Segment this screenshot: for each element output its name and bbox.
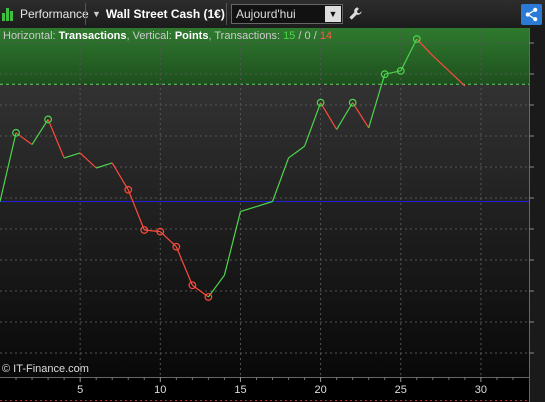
- wins-count: 15: [283, 30, 296, 42]
- gain-segment: [256, 200, 273, 208]
- loss-segment: [175, 246, 193, 286]
- toolbar: Performance ▼ Wall Street Cash (1€) Aujo…: [0, 0, 545, 29]
- period-dropdown[interactable]: Aujourd'hui ▼: [231, 4, 343, 24]
- x-axis: 5 10 15 20 25 30: [0, 377, 529, 402]
- vertical-value: Points: [174, 30, 209, 42]
- caret-down-icon: ▼: [92, 9, 101, 19]
- loss-segment: [127, 189, 145, 231]
- loss-segment: [111, 162, 129, 191]
- gain-segment: [336, 102, 354, 130]
- loss-segment: [144, 229, 161, 233]
- transaction-marker: [396, 66, 405, 75]
- transaction-marker: [348, 98, 357, 107]
- chart-background: [0, 28, 545, 402]
- price-axis-strip: [530, 28, 545, 402]
- gain-segment: [368, 74, 386, 128]
- x-tick-label: 30: [475, 384, 487, 396]
- transaction-marker: [172, 242, 181, 251]
- x-tick-label: 25: [395, 384, 407, 396]
- share-icon: [525, 7, 538, 22]
- loss-segment: [320, 102, 338, 130]
- transaction-marker: [12, 128, 20, 137]
- x-tick-label: 15: [234, 384, 246, 396]
- gain-segment: [304, 102, 322, 147]
- count-separator: /: [298, 30, 302, 42]
- gain-segment: [63, 152, 81, 159]
- wrench-icon: [348, 6, 362, 20]
- performance-menu[interactable]: Performance: [2, 4, 89, 24]
- share-button[interactable]: [521, 4, 542, 25]
- gain-segment: [96, 162, 113, 169]
- gain-segment: [223, 211, 242, 276]
- performance-chart[interactable]: 5 10 15 20 25 30: [0, 28, 545, 402]
- transaction-marker: [412, 35, 421, 43]
- gain-segment: [288, 145, 305, 159]
- loss-segment: [352, 102, 370, 129]
- chart-header: Horizontal: Transactions, Vertical: Poin…: [3, 30, 333, 42]
- gain-segment: [207, 274, 225, 298]
- x-axis-strip: [0, 377, 529, 402]
- performance-label: Performance: [20, 7, 89, 21]
- copyright: © IT-Finance.com: [2, 363, 89, 375]
- grid: [0, 28, 545, 402]
- period-label: Aujourd'hui: [236, 7, 296, 21]
- transactions-prefix: Transactions:: [214, 30, 280, 42]
- target-zone: [0, 28, 529, 85]
- transaction-marker: [204, 293, 213, 301]
- gain-segment: [0, 132, 17, 202]
- transaction-marker: [124, 185, 133, 194]
- x-tick-label: 5: [77, 384, 83, 396]
- transaction-marker: [140, 226, 149, 234]
- transaction-marker: [380, 70, 389, 79]
- toolbar-divider: [85, 3, 86, 25]
- transaction-marker: [188, 281, 197, 290]
- loss-segment: [432, 55, 450, 72]
- gain-segment: [400, 38, 418, 72]
- toolbar-divider: [226, 3, 227, 25]
- vertical-prefix: Vertical:: [132, 30, 172, 42]
- horizontal-value: Transactions: [58, 30, 127, 42]
- settings-wrench-button[interactable]: [346, 4, 364, 22]
- transaction-marker: [44, 115, 52, 124]
- target-zone-fill: [0, 28, 529, 85]
- losses-count: 14: [319, 30, 333, 42]
- loss-segment: [79, 152, 97, 169]
- gain-segment: [240, 205, 257, 213]
- candlestick-icon: [2, 7, 16, 21]
- loss-segment: [448, 70, 466, 87]
- loss-segment: [47, 119, 65, 159]
- horizontal-prefix: Horizontal:: [3, 30, 56, 42]
- series-markers: [12, 35, 421, 301]
- gain-segment: [271, 157, 290, 202]
- x-tick-label: 20: [314, 384, 326, 396]
- instrument-label: Wall Street Cash (1€): [105, 7, 225, 21]
- instrument-selector[interactable]: ▼ Wall Street Cash (1€): [92, 4, 225, 24]
- gain-segment: [31, 119, 49, 145]
- transaction-marker: [156, 227, 165, 236]
- dropdown-arrow-icon[interactable]: ▼: [325, 6, 341, 22]
- neutral-count: 0: [304, 30, 311, 42]
- count-separator: /: [313, 30, 317, 42]
- transaction-marker: [316, 98, 325, 107]
- x-tick-label: 10: [154, 384, 166, 396]
